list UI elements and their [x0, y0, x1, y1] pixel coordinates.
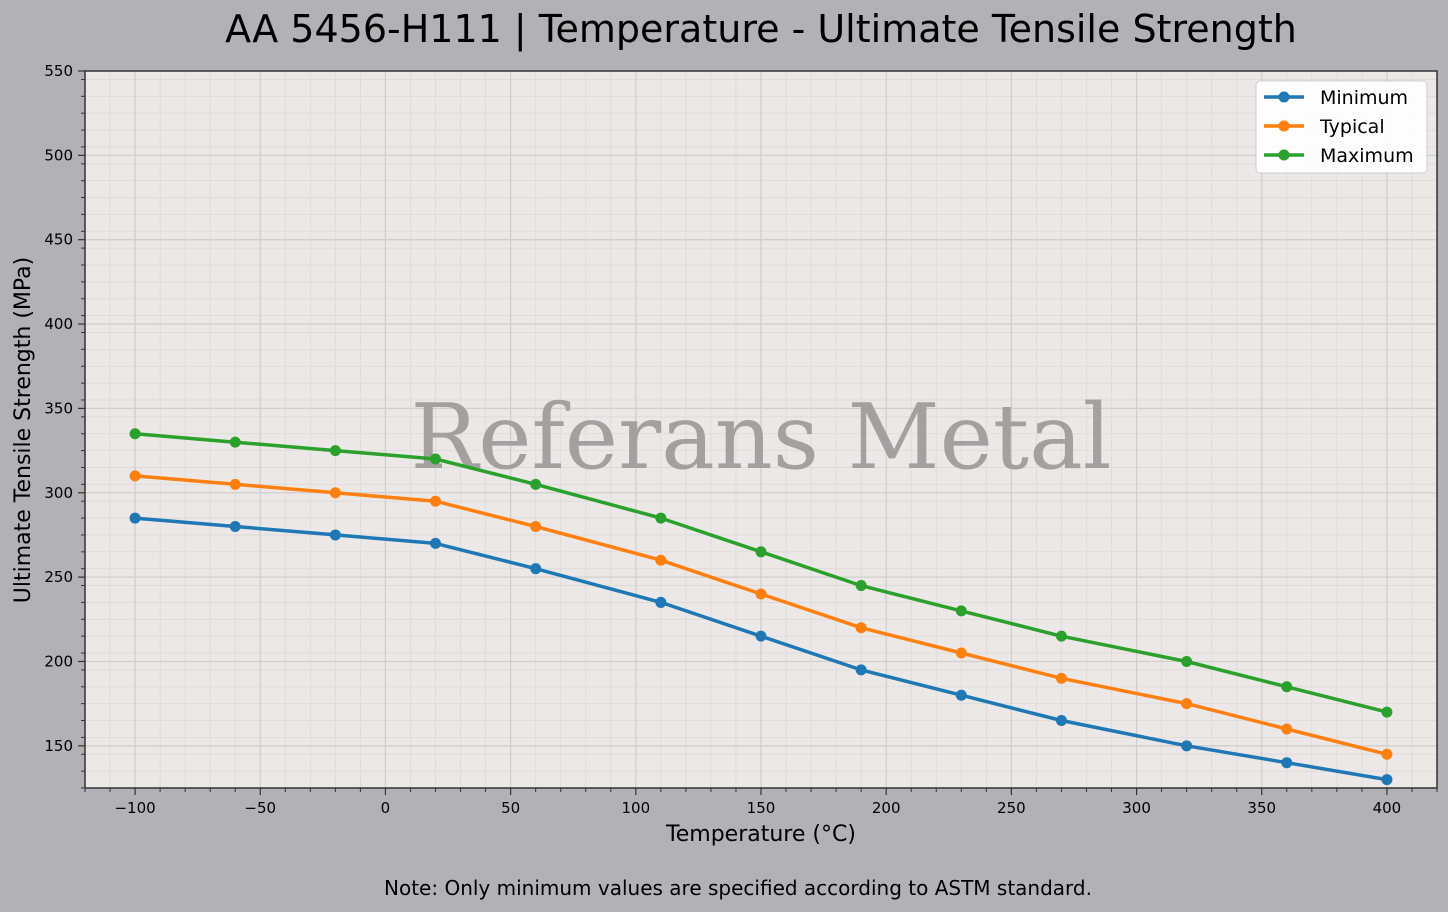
x-tick-label: 100: [621, 799, 650, 817]
x-tick-label: 300: [1122, 799, 1151, 817]
data-point-minimum: [329, 529, 341, 541]
data-point-minimum: [1281, 757, 1293, 769]
legend-label-minimum: Minimum: [1320, 87, 1408, 109]
y-tick-label: 350: [44, 399, 73, 417]
data-point-typical: [129, 470, 141, 482]
x-axis-label: Temperature (°C): [665, 822, 856, 847]
legend-marker-maximum: [1278, 149, 1290, 161]
legend: Minimum Typical Maximum: [1255, 80, 1428, 174]
data-point-minimum: [655, 596, 667, 608]
y-tick-label: 200: [44, 652, 73, 670]
legend-label-typical: Typical: [1319, 116, 1385, 138]
chart-title: AA 5456-H111 | Temperature - Ultimate Te…: [225, 7, 1297, 52]
data-point-typical: [1281, 723, 1293, 735]
data-point-minimum: [1381, 774, 1393, 786]
y-axis: 150 200 250 300 350 400 450 500 550: [44, 62, 85, 789]
data-point-typical: [530, 521, 542, 533]
data-point-typical: [855, 622, 867, 634]
y-tick-label: 150: [44, 737, 73, 755]
y-tick-label: 450: [44, 231, 73, 249]
data-point-maximum: [430, 453, 442, 465]
data-point-maximum: [129, 428, 141, 440]
series-maximum: [129, 428, 1393, 718]
data-point-minimum: [1181, 740, 1193, 752]
watermark: Referans Metal: [410, 385, 1111, 490]
data-point-minimum: [1055, 715, 1067, 727]
data-point-maximum: [329, 445, 341, 457]
y-tick-label: 550: [44, 62, 73, 80]
y-tick-label: 250: [44, 568, 73, 586]
data-point-maximum: [1055, 630, 1067, 642]
series-typical: [129, 470, 1393, 760]
data-point-minimum: [855, 664, 867, 676]
data-point-minimum: [229, 521, 241, 533]
data-point-maximum: [1181, 655, 1193, 667]
series-minimum: [129, 512, 1393, 786]
y-tick-label: 500: [44, 146, 73, 164]
data-point-typical: [229, 478, 241, 490]
data-point-maximum: [229, 436, 241, 448]
data-point-typical: [755, 588, 767, 600]
data-point-maximum: [655, 512, 667, 524]
data-point-maximum: [530, 478, 542, 490]
data-point-typical: [1055, 672, 1067, 684]
data-point-minimum: [530, 563, 542, 575]
footnote: Note: Only minimum values are specified …: [384, 876, 1092, 900]
x-tick-label: 400: [1373, 799, 1402, 817]
y-axis-label: Ultimate Tensile Strength (MPa): [11, 257, 36, 603]
y-tick-label: 300: [44, 484, 73, 502]
data-point-typical: [329, 487, 341, 499]
series-layer: [129, 428, 1393, 786]
x-tick-label: 0: [381, 799, 391, 817]
data-point-minimum: [129, 512, 141, 524]
x-tick-label: 150: [747, 799, 776, 817]
y-tick-label: 400: [44, 315, 73, 333]
data-point-minimum: [755, 630, 767, 642]
x-tick-label: 200: [872, 799, 901, 817]
x-tick-label: −50: [244, 799, 276, 817]
x-tick-label: 350: [1247, 799, 1276, 817]
x-tick-label: 50: [501, 799, 520, 817]
data-point-typical: [655, 554, 667, 566]
x-tick-label: −100: [114, 799, 155, 817]
data-point-typical: [430, 495, 442, 507]
legend-marker-typical: [1278, 120, 1290, 132]
data-point-maximum: [955, 605, 967, 617]
data-point-typical: [1181, 698, 1193, 710]
legend-label-maximum: Maximum: [1320, 145, 1414, 167]
data-point-maximum: [855, 580, 867, 592]
data-point-maximum: [1381, 706, 1393, 718]
data-point-maximum: [755, 546, 767, 558]
data-point-typical: [1381, 748, 1393, 760]
legend-marker-minimum: [1278, 91, 1290, 103]
x-tick-label: 250: [997, 799, 1026, 817]
data-point-maximum: [1281, 681, 1293, 693]
x-axis: −100 −50 0 50 100 150 200 250 300 350 400: [84, 788, 1438, 817]
legend-box: [1255, 80, 1428, 174]
data-point-typical: [955, 647, 967, 659]
data-point-minimum: [955, 689, 967, 701]
data-point-minimum: [430, 537, 442, 549]
